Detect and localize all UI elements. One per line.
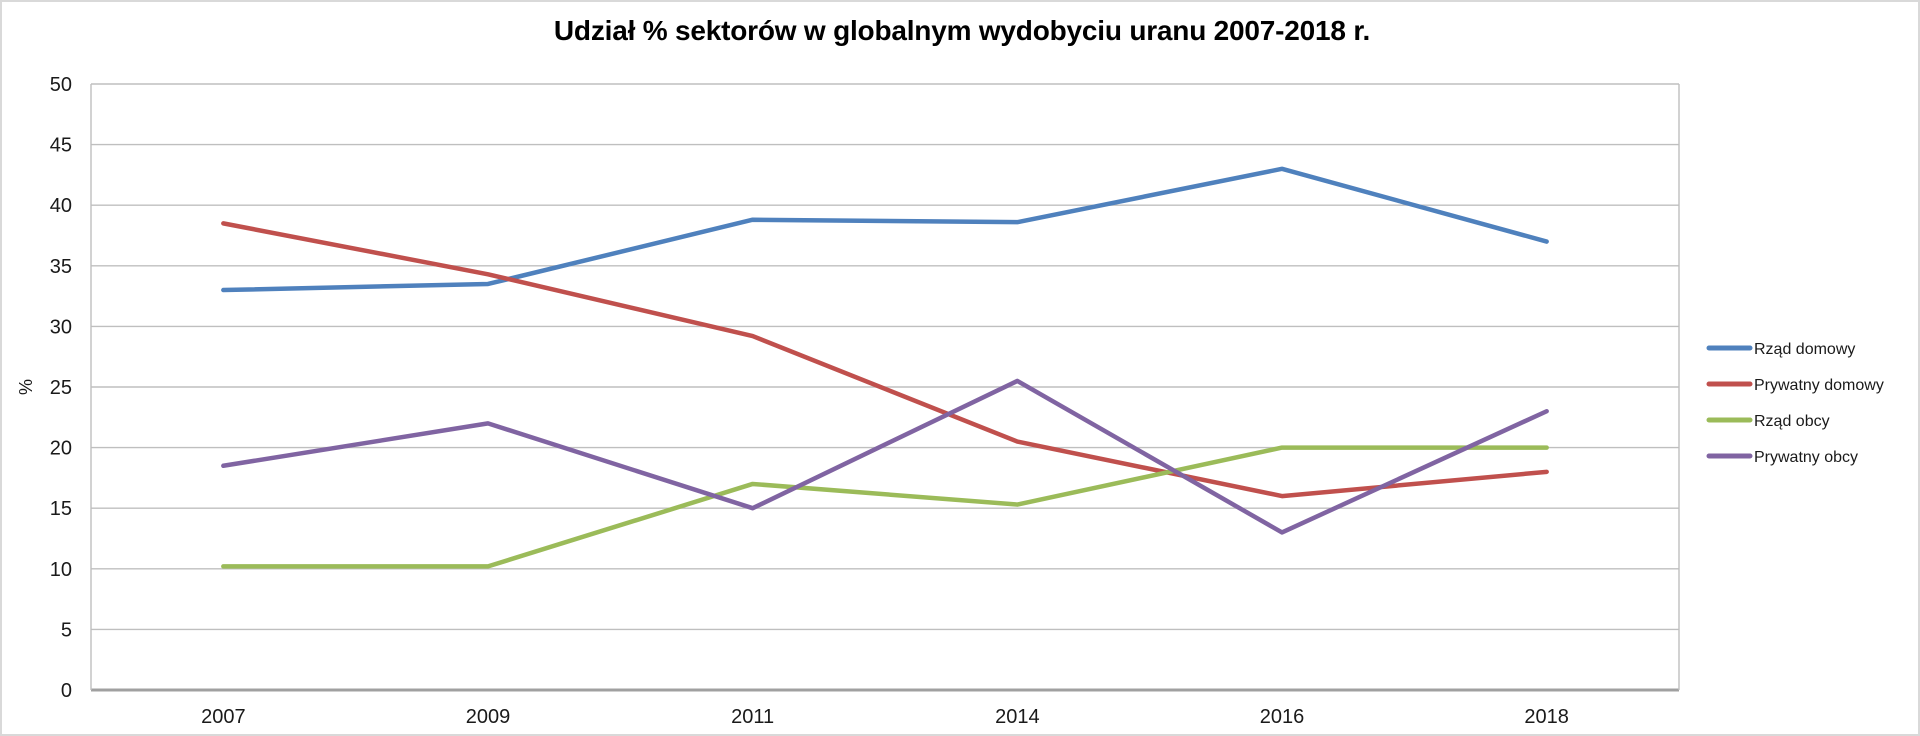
y-tick-label: 10	[50, 559, 72, 581]
y-axis-group: 0 5 10 15 20 25 30 35 40 45 50%	[16, 74, 72, 702]
x-tick-label: 2009	[466, 706, 511, 728]
legend-label-prywatny-domowy: Prywatny domowy	[1754, 377, 1884, 394]
legend-label-prywatny-obcy: Prywatny obcy	[1754, 449, 1858, 466]
x-tick-label: 2011	[731, 706, 774, 728]
y-axis-title: %	[16, 379, 36, 395]
y-tick-label: 25	[50, 377, 72, 399]
y-tick-label: 40	[50, 195, 72, 217]
series-line-rząd-obcy	[221, 445, 1549, 569]
y-tick-label: 15	[50, 498, 72, 520]
x-tick-label: 2007	[201, 706, 246, 728]
chart-title: Udział % sektorów w globalnym wydobyciu …	[553, 15, 1371, 46]
x-tick-label: 2014	[995, 706, 1040, 728]
legend-label-rząd-obcy: Rząd obcy	[1754, 413, 1830, 430]
y-tick-label: 50	[50, 74, 72, 96]
y-tick-label: 20	[50, 438, 72, 460]
legend-group: Rząd domowy Prywatny domowy Rząd obcy Prywa…	[1706, 341, 1884, 466]
y-tick-label: 35	[50, 256, 72, 278]
y-tick-label: 45	[50, 135, 72, 157]
legend-label-rząd-domowy: Rząd domowy	[1754, 341, 1855, 358]
series-line-prywatny-domowy	[221, 221, 1549, 499]
series-line-rząd-domowy	[221, 166, 1549, 293]
x-axis-group: 2007 2009 2011 2014 2016 2018	[201, 706, 1569, 728]
y-tick-label: 0	[61, 680, 72, 702]
x-tick-label: 2018	[1524, 706, 1569, 728]
x-tick-label: 2016	[1260, 706, 1305, 728]
series-line-prywatny-obcy	[221, 378, 1549, 535]
series-group	[221, 166, 1549, 569]
y-tick-label: 30	[50, 316, 72, 338]
y-tick-label: 5	[61, 619, 72, 641]
